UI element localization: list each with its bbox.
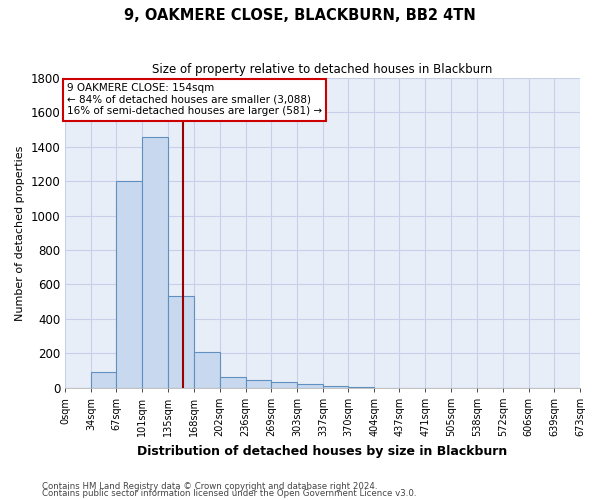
Bar <box>91 372 116 388</box>
Text: 9 OAKMERE CLOSE: 154sqm
← 84% of detached houses are smaller (3,088)
16% of semi: 9 OAKMERE CLOSE: 154sqm ← 84% of detache… <box>67 83 322 116</box>
Text: Contains HM Land Registry data © Crown copyright and database right 2024.: Contains HM Land Registry data © Crown c… <box>42 482 377 491</box>
Bar <box>348 387 374 388</box>
Bar <box>297 384 323 388</box>
Bar <box>142 136 169 388</box>
Bar <box>116 181 142 388</box>
Text: 9, OAKMERE CLOSE, BLACKBURN, BB2 4TN: 9, OAKMERE CLOSE, BLACKBURN, BB2 4TN <box>124 8 476 22</box>
Y-axis label: Number of detached properties: Number of detached properties <box>15 145 25 320</box>
Bar <box>194 352 220 388</box>
X-axis label: Distribution of detached houses by size in Blackburn: Distribution of detached houses by size … <box>137 444 508 458</box>
Text: Contains public sector information licensed under the Open Government Licence v3: Contains public sector information licen… <box>42 490 416 498</box>
Bar <box>169 296 194 388</box>
Bar <box>323 386 348 388</box>
Title: Size of property relative to detached houses in Blackburn: Size of property relative to detached ho… <box>152 62 493 76</box>
Bar <box>271 382 297 388</box>
Bar <box>246 380 271 388</box>
Bar <box>220 378 246 388</box>
